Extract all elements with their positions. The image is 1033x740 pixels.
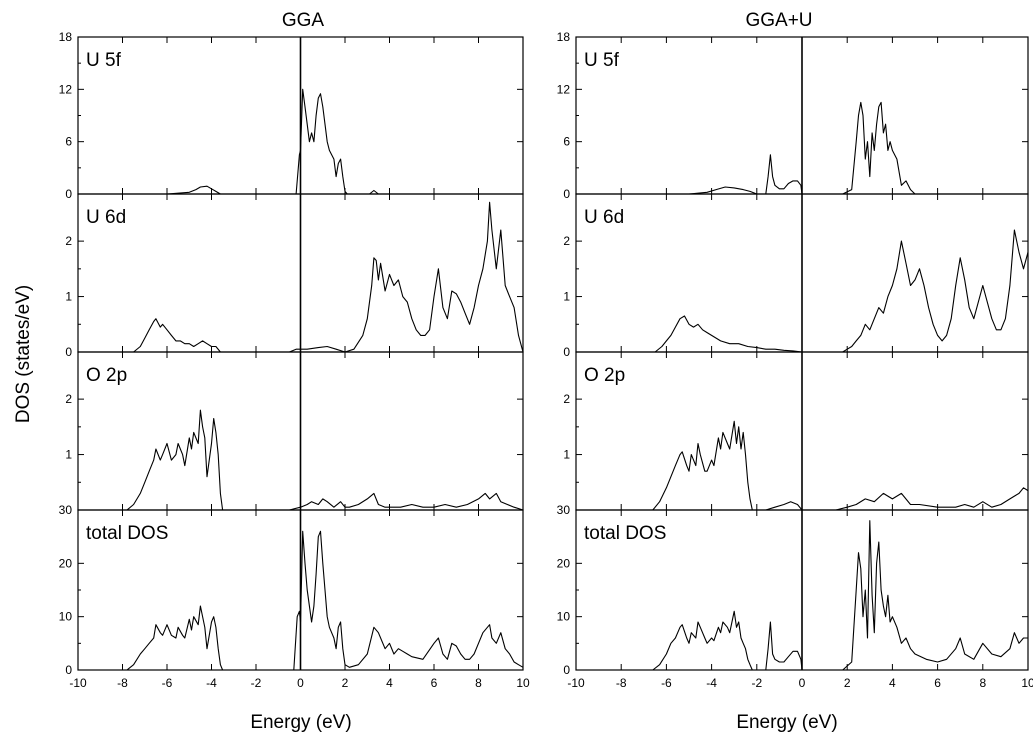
gga-u6d-label: U 6d bbox=[86, 207, 126, 228]
gga-u-o2p-dos-curve bbox=[576, 420, 1029, 511]
gga-panel-u6d: 0 1 2 U 6d bbox=[65, 193, 524, 359]
x-axis-label-gga: Energy (eV) bbox=[250, 712, 351, 733]
gga-u-xtick-label: -8 bbox=[616, 676, 627, 690]
gga-u6d-ytick-label: 0 bbox=[65, 345, 72, 359]
gga-xtick-label: 4 bbox=[386, 676, 393, 690]
gga-u-xtick-label: 0 bbox=[799, 676, 806, 690]
gga-u-xtick-label: -2 bbox=[751, 676, 762, 690]
gga-xtick-label: -8 bbox=[117, 676, 128, 690]
gga-u-xtick-label: 4 bbox=[889, 676, 896, 690]
gga-xtick-label: 8 bbox=[475, 676, 482, 690]
gga-xtick-label: 10 bbox=[516, 676, 530, 690]
gga-u5f-dos-curve bbox=[78, 88, 523, 195]
gga-u-u5f-label: U 5f bbox=[584, 50, 620, 71]
gga-u-total-dos-dos-curve bbox=[576, 520, 1028, 671]
gga-xtick-label: 6 bbox=[431, 676, 438, 690]
gga-panel-o2p: 30 1 2 O 2p bbox=[59, 351, 524, 517]
gga-u-total-dos-ytick-label: 20 bbox=[557, 556, 571, 570]
gga-total-dos-dos-curve bbox=[78, 530, 524, 671]
gga-u-u6d-ytick-label: 2 bbox=[563, 234, 570, 248]
gga-u-u5f-ytick-label: 6 bbox=[563, 135, 570, 149]
gga-o2p-ytick-label: 2 bbox=[65, 392, 72, 406]
gga-xtick-label: 2 bbox=[342, 676, 349, 690]
gga-u6d-ytick-label: 1 bbox=[65, 290, 72, 304]
gga-u-xtick-label: 6 bbox=[934, 676, 941, 690]
y-axis-label: DOS (states/eV) bbox=[13, 285, 34, 423]
gga-u5f-ytick-label: 12 bbox=[59, 82, 73, 96]
gga-u-total-dos-label: total DOS bbox=[584, 523, 666, 544]
gga-u-o2p-ytick-label: 30 bbox=[557, 503, 571, 517]
gga-u-xtick-label: 8 bbox=[979, 676, 986, 690]
gga-xtick-label: -10 bbox=[69, 676, 87, 690]
gga-u-xtick-label: 2 bbox=[844, 676, 851, 690]
gga-u-panel-o2p: 30 1 2 O 2p bbox=[557, 351, 1029, 517]
gga-total-dos-ytick-label: 10 bbox=[59, 610, 73, 624]
gga-title: GGA bbox=[282, 10, 325, 31]
gga-total-dos-ytick-label: 20 bbox=[59, 556, 73, 570]
x-axis-label-gga-u: Energy (eV) bbox=[736, 712, 837, 733]
gga-u6d-dos-curve bbox=[78, 201, 524, 353]
gga-u-xtick-label: -6 bbox=[661, 676, 672, 690]
gga-panel-u5f: 0 6 12 18 U 5f bbox=[59, 30, 524, 201]
gga-u-panel-u5f: 0 6 12 18 U 5f bbox=[557, 30, 1029, 201]
gga-u-u5f-ytick-label: 18 bbox=[557, 30, 571, 44]
gga-panel-total-dos: 0 10 20 total DOS bbox=[59, 509, 524, 677]
gga-o2p-label: O 2p bbox=[86, 365, 127, 386]
gga-u5f-label: U 5f bbox=[86, 50, 122, 71]
gga-u-title: GGA+U bbox=[745, 10, 812, 31]
gga-u-u5f-ytick-label: 0 bbox=[563, 187, 570, 201]
gga-o2p-ytick-label: 30 bbox=[59, 503, 73, 517]
gga-u-o2p-label: O 2p bbox=[584, 365, 625, 386]
gga-xtick-label: -6 bbox=[162, 676, 173, 690]
gga-u-o2p-ytick-label: 2 bbox=[563, 392, 570, 406]
gga-u-u6d-label: U 6d bbox=[584, 207, 624, 228]
gga-u6d-ytick-label: 2 bbox=[65, 234, 72, 248]
gga-u-total-dos-ytick-label: 10 bbox=[557, 610, 571, 624]
gga-u-xtick-label: -10 bbox=[567, 676, 585, 690]
gga-u5f-ytick-label: 6 bbox=[65, 135, 72, 149]
gga-u-xtick-label: 10 bbox=[1021, 676, 1033, 690]
gga-u-u5f-ytick-label: 12 bbox=[557, 82, 571, 96]
gga-u-u5f-dos-curve bbox=[576, 101, 1028, 195]
gga-u-u6d-ytick-label: 1 bbox=[563, 290, 570, 304]
gga-total-dos-label: total DOS bbox=[86, 523, 168, 544]
gga-u-panel-total-dos: 0 10 20 total DOS bbox=[557, 509, 1029, 677]
gga-u-total-dos-ytick-label: 0 bbox=[563, 663, 570, 677]
gga-u5f-ytick-label: 0 bbox=[65, 187, 72, 201]
gga-xtick-label: -4 bbox=[206, 676, 217, 690]
gga-total-dos-ytick-label: 0 bbox=[65, 663, 72, 677]
gga-u-panel-u6d: 0 1 2 U 6d bbox=[563, 193, 1029, 359]
gga-u-u6d-ytick-label: 0 bbox=[563, 345, 570, 359]
gga-u-xtick-label: -4 bbox=[706, 676, 717, 690]
gga-u5f-ytick-label: 18 bbox=[59, 30, 73, 44]
gga-xtick-label: 0 bbox=[297, 676, 304, 690]
gga-o2p-ytick-label: 1 bbox=[65, 448, 72, 462]
gga-xtick-label: -2 bbox=[251, 676, 262, 690]
gga-u-u6d-dos-curve bbox=[576, 229, 1029, 353]
gga-u-o2p-ytick-label: 1 bbox=[563, 448, 570, 462]
